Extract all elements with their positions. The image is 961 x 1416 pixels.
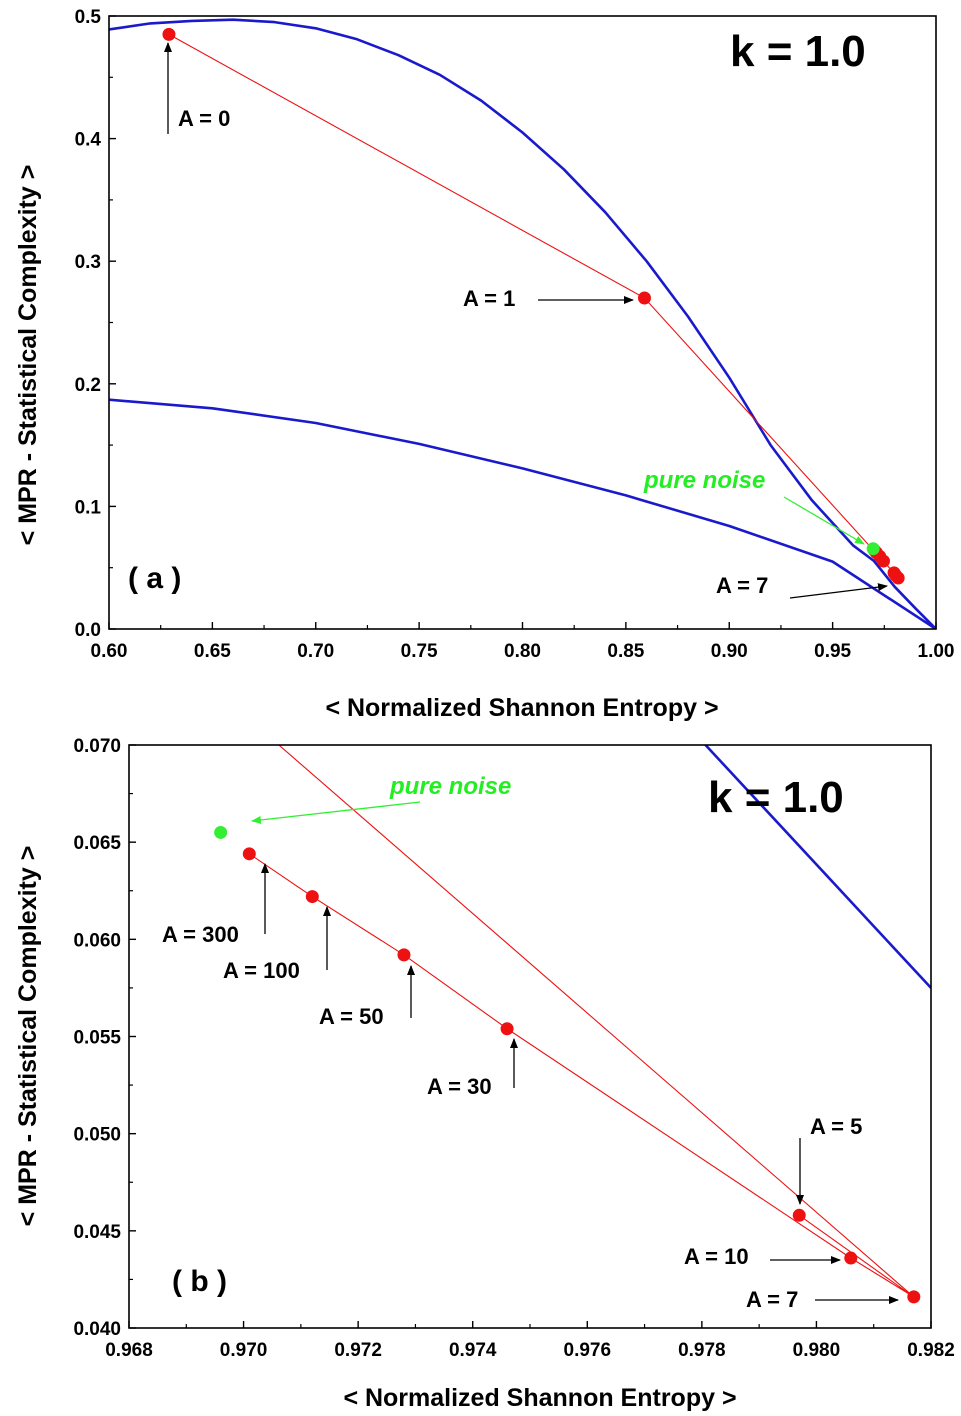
panel-a-xlabel: < Normalized Shannon Entropy > bbox=[325, 694, 718, 722]
panel-a-annotation-a0: A = 0 bbox=[178, 106, 230, 131]
b-axes-frame bbox=[128, 744, 932, 1329]
panel-b-annotation-a300: A = 300 bbox=[162, 922, 239, 947]
panel-a-annotation-pure-noise: pure noise bbox=[643, 467, 765, 494]
a-boundary-lower bbox=[109, 398, 936, 629]
a-pure-noise-point-0 bbox=[866, 542, 880, 556]
panel-b-arrow-pure-noise bbox=[251, 801, 421, 824]
a-series-point-4 bbox=[889, 569, 903, 583]
b-series-point-1 bbox=[907, 1290, 921, 1304]
a-xtick-label-1: 0.65 bbox=[194, 641, 231, 662]
b-series-point-6 bbox=[242, 847, 256, 861]
b-ytick-label-6: 0.070 bbox=[73, 736, 121, 757]
a-xtick-label-0: 0.60 bbox=[91, 641, 128, 662]
panel-a-ylabel: < MPR - Statistical Complexity > bbox=[14, 165, 42, 546]
a-xtick-label-2: 0.70 bbox=[297, 641, 334, 662]
b-boundary-upper bbox=[703, 745, 931, 989]
a-ytick-label-5: 0.5 bbox=[75, 7, 102, 28]
a-ytick-label-4: 0.4 bbox=[75, 130, 102, 151]
b-ytick-label-3: 0.055 bbox=[73, 1028, 121, 1049]
b-xtick-label-0: 0.968 bbox=[105, 1340, 153, 1361]
panel-b-annotation-a50: A = 50 bbox=[319, 1004, 384, 1029]
panel-a-title: k = 1.0 bbox=[730, 27, 866, 76]
b-ytick-label-0: 0.040 bbox=[73, 1319, 121, 1340]
a-series-point-1 bbox=[637, 291, 651, 305]
a-axes-frame bbox=[108, 15, 937, 630]
a-ytick-label-1: 0.1 bbox=[75, 497, 102, 518]
panel-b-ylabel: < MPR - Statistical Complexity > bbox=[14, 846, 42, 1227]
b-series-point-5 bbox=[305, 890, 319, 904]
panel-a-arrow-a7 bbox=[789, 583, 888, 599]
b-pure-noise-point-0 bbox=[214, 825, 228, 839]
panel-b-annotation-a10: A = 10 bbox=[684, 1244, 749, 1269]
b-xtick-label-2: 0.972 bbox=[334, 1340, 382, 1361]
b-ytick-label-5: 0.065 bbox=[73, 833, 121, 854]
a-xtick-label-3: 0.75 bbox=[401, 641, 438, 662]
panel-a-arrow-pure-noise bbox=[783, 496, 865, 545]
panel-a-annotation-a7: A = 7 bbox=[716, 573, 768, 598]
b-xtick-label-4: 0.976 bbox=[564, 1340, 612, 1361]
b-ytick-label-4: 0.060 bbox=[73, 930, 121, 951]
panel-a: 0.60 0.65 0.70 0.75 0.80 0.85 0.90 0.95 1.00 0.0 0… bbox=[14, 7, 954, 722]
panel-b-label: ( b ) bbox=[172, 1265, 227, 1298]
a-xtick-label-8: 1.00 bbox=[918, 641, 955, 662]
a-series-point-0 bbox=[162, 27, 176, 41]
a-xtick-label-5: 0.85 bbox=[607, 641, 644, 662]
panel-b-annotation-a100: A = 100 bbox=[223, 958, 300, 983]
panel-b-annotation-a5: A = 5 bbox=[810, 1114, 862, 1139]
panel-b-xlabel: < Normalized Shannon Entropy > bbox=[343, 1384, 736, 1412]
b-series-point-2 bbox=[844, 1251, 858, 1265]
b-series-point-3 bbox=[500, 1022, 514, 1036]
b-series-line bbox=[248, 853, 915, 1298]
a-xtick-label-4: 0.80 bbox=[504, 641, 541, 662]
panel-a-label: ( a ) bbox=[128, 562, 181, 595]
panel-b-annotation-a7: A = 7 bbox=[746, 1287, 798, 1312]
panel-b: 0.968 0.970 0.972 0.974 0.976 0.978 0.980 0.982… bbox=[14, 736, 955, 1412]
a-series-line bbox=[168, 33, 899, 579]
a-xtick-label-6: 0.90 bbox=[711, 641, 748, 662]
b-xtick-label-6: 0.980 bbox=[793, 1340, 841, 1361]
panel-b-annotation-a30: A = 30 bbox=[427, 1074, 492, 1099]
b-xtick-label-1: 0.970 bbox=[220, 1340, 268, 1361]
b-ytick-label-1: 0.045 bbox=[73, 1222, 121, 1243]
b-xtick-label-3: 0.974 bbox=[449, 1340, 497, 1361]
b-xtick-label-7: 0.982 bbox=[907, 1340, 955, 1361]
b-xtick-label-5: 0.978 bbox=[678, 1340, 726, 1361]
a-ytick-label-3: 0.3 bbox=[75, 252, 101, 273]
b-series-point-4 bbox=[397, 948, 411, 962]
a-boundary-upper bbox=[109, 18, 936, 629]
b-ytick-label-2: 0.050 bbox=[73, 1125, 121, 1146]
panel-a-annotation-a1: A = 1 bbox=[463, 286, 515, 311]
b-series-extension-line bbox=[278, 745, 915, 1298]
a-xtick-label-7: 0.95 bbox=[814, 641, 851, 662]
a-ytick-label-0: 0.0 bbox=[75, 620, 101, 641]
panel-b-title: k = 1.0 bbox=[708, 773, 844, 822]
b-series-point-0 bbox=[792, 1208, 806, 1222]
a-ytick-label-2: 0.2 bbox=[75, 375, 101, 396]
panel-b-annotation-pure-noise: pure noise bbox=[389, 773, 511, 800]
